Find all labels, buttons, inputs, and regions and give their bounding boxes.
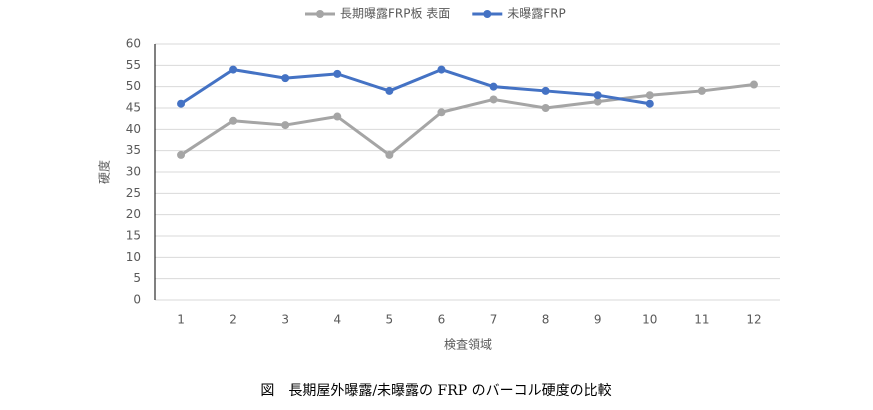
point xyxy=(645,91,654,100)
point xyxy=(385,150,394,159)
series-line xyxy=(180,83,755,157)
y-tick-label: 10 xyxy=(126,250,141,264)
point xyxy=(489,95,498,104)
point xyxy=(593,97,602,106)
point xyxy=(333,112,342,121)
y-tick-label: 35 xyxy=(126,143,141,157)
y-tick-label: 55 xyxy=(126,58,141,72)
point xyxy=(229,65,238,74)
x-tick-label: 4 xyxy=(333,313,341,327)
y-tick-label: 30 xyxy=(126,165,141,179)
x-tick-label: 7 xyxy=(490,313,498,327)
point xyxy=(177,150,186,159)
y-tick-label: 5 xyxy=(133,271,141,285)
point xyxy=(645,99,654,108)
x-tick-label: 9 xyxy=(594,313,602,327)
x-tick-label: 11 xyxy=(694,313,709,327)
point xyxy=(437,108,446,117)
x-tick-label: 6 xyxy=(438,313,446,327)
point xyxy=(281,74,290,83)
y-tick-label: 50 xyxy=(126,79,141,93)
point xyxy=(385,86,394,95)
point xyxy=(541,104,550,112)
point xyxy=(437,65,446,74)
legend-label: 未曝露FRP xyxy=(507,7,565,21)
point xyxy=(541,86,550,95)
legend-marker xyxy=(316,10,324,18)
legend-label: 長期曝露FRP板 表面 xyxy=(340,7,450,21)
legend-marker xyxy=(483,10,492,18)
y-tick-label: 25 xyxy=(126,186,141,200)
point xyxy=(489,82,498,91)
x-tick-label: 5 xyxy=(386,313,394,327)
caption: 図 長期屋外曝露/未曝露の FRP のバーコル硬度の比較 xyxy=(260,383,611,399)
y-tick-label: 45 xyxy=(126,101,141,115)
x-tick-label: 1 xyxy=(177,313,185,327)
point xyxy=(593,91,602,100)
x-tick-label: 12 xyxy=(746,313,761,327)
x-tick-label: 2 xyxy=(229,313,237,327)
x-tick-label: 10 xyxy=(642,313,657,327)
point xyxy=(749,80,758,89)
y-tick-label: 15 xyxy=(126,229,141,243)
y-tick-label: 40 xyxy=(126,122,141,136)
series-line xyxy=(180,68,651,106)
point xyxy=(177,99,186,108)
y-tick-label: 20 xyxy=(126,207,141,221)
x-tick-label: 3 xyxy=(281,313,289,327)
x-axis-title: 検査領域 xyxy=(444,337,492,352)
y-tick-label: 0 xyxy=(133,293,141,307)
point xyxy=(229,116,238,125)
y-axis-title: 硬度 xyxy=(97,160,112,184)
point xyxy=(697,86,706,95)
point xyxy=(281,121,290,130)
y-tick-label: 60 xyxy=(126,37,141,51)
x-tick-label: 8 xyxy=(542,313,550,327)
point xyxy=(333,69,342,78)
